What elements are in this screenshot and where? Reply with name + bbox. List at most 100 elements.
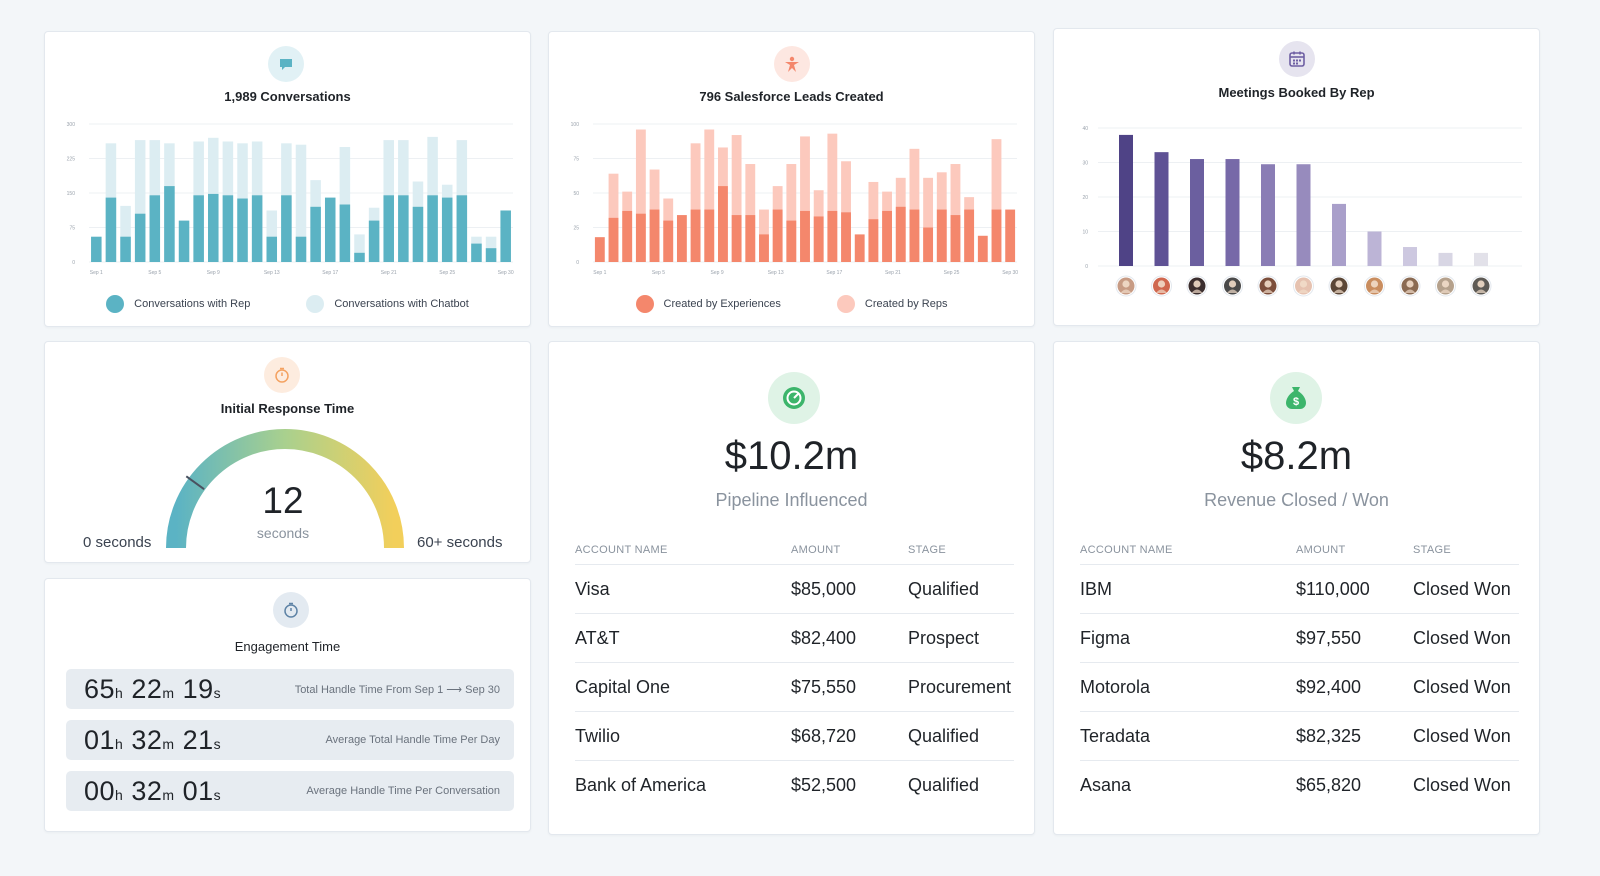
bar bbox=[745, 164, 756, 262]
response-time-value: 12 bbox=[262, 480, 304, 521]
bar bbox=[882, 210, 892, 262]
legend-label: Created by Experiences bbox=[663, 298, 781, 310]
bar bbox=[178, 220, 190, 262]
response-time-card: Initial Response Time 12 seconds 0 secon… bbox=[44, 341, 531, 563]
table-row[interactable]: Capital One $75,550 Procurement bbox=[575, 663, 1014, 712]
bar bbox=[266, 236, 278, 262]
calendar-icon bbox=[1279, 41, 1315, 77]
bar bbox=[1367, 231, 1382, 266]
rep-avatar[interactable] bbox=[1364, 275, 1385, 297]
bar bbox=[1119, 134, 1133, 266]
bar bbox=[1403, 247, 1417, 266]
table-row[interactable]: AT&T $82,400 Prospect bbox=[575, 614, 1014, 663]
bar bbox=[991, 139, 1002, 262]
bar bbox=[690, 143, 701, 262]
bar bbox=[745, 215, 756, 262]
bar bbox=[950, 164, 961, 262]
table-row[interactable]: Motorola $92,400 Closed Won bbox=[1080, 663, 1519, 712]
response-time-title: Initial Response Time bbox=[220, 401, 355, 416]
bar bbox=[663, 220, 674, 262]
leads-card: 796 Salesforce Leads Created 100 75 50 25 0 S… bbox=[548, 31, 1035, 327]
bar bbox=[500, 210, 511, 262]
legend-label: Created by Reps bbox=[864, 298, 948, 310]
y-tick-label: 300 bbox=[67, 122, 76, 128]
x-tick-label: Sep 9 bbox=[207, 270, 220, 276]
table-row[interactable]: Asana $65,820 Closed Won bbox=[1080, 775, 1511, 795]
bar bbox=[134, 213, 146, 262]
chat-bubble-icon bbox=[268, 46, 304, 82]
table-row[interactable]: IBM $110,000 Closed Won bbox=[1080, 565, 1519, 614]
y-tick-label: 25 bbox=[573, 226, 579, 232]
table-row[interactable]: Figma $97,550 Closed Won bbox=[1080, 614, 1519, 663]
bar bbox=[164, 186, 175, 262]
bar bbox=[841, 161, 851, 262]
bar bbox=[649, 209, 660, 262]
meetings-bar-chart: 40 30 20 10 0 bbox=[1082, 126, 1522, 297]
engagement-time-label: Average Total Handle Time Per Day bbox=[325, 734, 500, 746]
rep-avatar[interactable] bbox=[1435, 275, 1456, 297]
gauge-icon bbox=[768, 372, 820, 424]
revenue-card: $ $8.2m Revenue Closed / Won ACCOUNT NAM… bbox=[1053, 341, 1540, 835]
table-row[interactable]: Teradata $82,325 Closed Won bbox=[1080, 712, 1519, 761]
bar bbox=[635, 213, 646, 262]
bar bbox=[622, 210, 633, 262]
bar bbox=[800, 136, 810, 262]
response-time-unit: seconds bbox=[256, 525, 310, 541]
stopwatch-icon bbox=[273, 592, 309, 628]
x-tick-label: Sep 5 bbox=[652, 270, 665, 276]
x-tick-label: Sep 1 bbox=[593, 270, 606, 276]
x-tick-label: Sep 30 bbox=[498, 270, 514, 276]
bar bbox=[295, 144, 307, 262]
bar bbox=[485, 248, 497, 262]
engagement-time-label: Total Handle Time From Sep 1 ⟶ Sep 30 bbox=[294, 683, 500, 696]
bar bbox=[266, 210, 278, 262]
table-row[interactable]: Visa $85,000 Qualified bbox=[575, 565, 1014, 614]
bar bbox=[964, 209, 975, 262]
bar bbox=[704, 129, 715, 262]
rep-avatar[interactable] bbox=[1328, 275, 1350, 297]
bar bbox=[237, 198, 248, 262]
bar bbox=[923, 227, 934, 262]
revenue-value: $8.2m bbox=[1240, 434, 1353, 478]
bar bbox=[731, 135, 742, 262]
rep-avatar[interactable] bbox=[1151, 275, 1172, 297]
bar bbox=[1332, 203, 1346, 266]
table-header: ACCOUNT NAME AMOUNT STAGE bbox=[575, 535, 1014, 565]
rep-avatar[interactable] bbox=[1186, 275, 1208, 297]
bar bbox=[1154, 152, 1169, 266]
bar bbox=[1474, 252, 1488, 266]
bar bbox=[1225, 159, 1240, 266]
rep-avatar[interactable] bbox=[1222, 275, 1243, 297]
bar bbox=[1296, 164, 1311, 266]
rep-avatar[interactable] bbox=[1470, 275, 1492, 297]
pipeline-card: $10.2m Pipeline Influenced ACCOUNT NAME A… bbox=[548, 341, 1035, 835]
bar bbox=[827, 133, 838, 262]
legend-conversations-with-chatbot: Conversations with Chatbot bbox=[306, 295, 469, 313]
x-tick-label: Sep 30 bbox=[1002, 270, 1018, 276]
rep-avatar[interactable] bbox=[1257, 275, 1279, 297]
rep-avatar[interactable] bbox=[1293, 275, 1314, 297]
bar bbox=[295, 236, 307, 262]
bar bbox=[800, 210, 810, 262]
bar bbox=[718, 186, 728, 262]
bar bbox=[676, 215, 687, 262]
bar bbox=[827, 210, 838, 262]
table-row[interactable]: Bank of America $52,500 Qualified bbox=[575, 775, 980, 795]
rep-avatar[interactable] bbox=[1115, 275, 1137, 297]
bar bbox=[854, 234, 865, 262]
x-tick-label: Sep 25 bbox=[944, 270, 960, 276]
bar bbox=[427, 195, 438, 262]
bar bbox=[1005, 209, 1016, 262]
rep-avatar[interactable] bbox=[1399, 275, 1421, 297]
bar bbox=[759, 234, 769, 262]
engagement-time-value: 00h 32m 01s bbox=[84, 775, 222, 806]
x-tick-label: Sep 5 bbox=[148, 270, 161, 276]
bar bbox=[841, 212, 851, 262]
y-tick-label: 40 bbox=[1082, 126, 1088, 132]
engagement-total-row: 65h 22m 19s Total Handle Time From Sep 1… bbox=[66, 669, 514, 709]
bar bbox=[909, 148, 920, 262]
table-row[interactable]: Twilio $68,720 Qualified bbox=[575, 712, 1014, 761]
bar bbox=[909, 209, 920, 262]
bar bbox=[383, 195, 394, 262]
y-tick-label: 0 bbox=[72, 260, 75, 266]
